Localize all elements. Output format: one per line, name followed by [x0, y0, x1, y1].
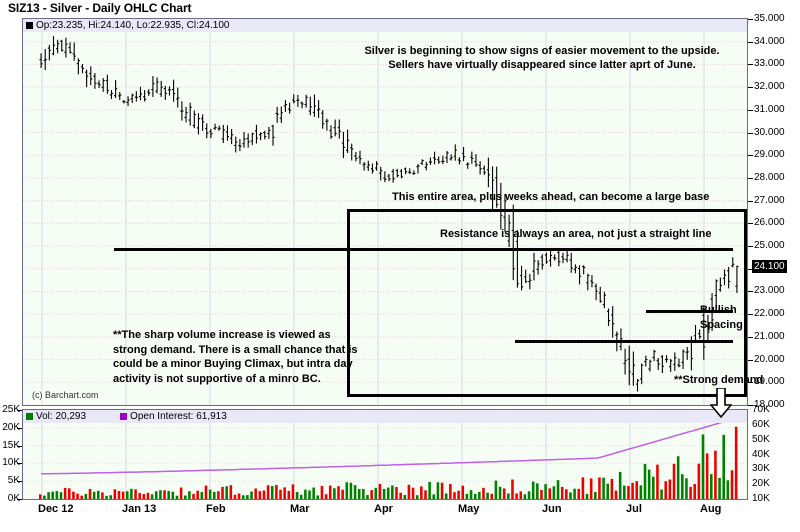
open-interest-axis-tick-label: 40K [752, 448, 770, 460]
price-axis-tick-label: 20.000 [754, 353, 785, 365]
price-axis-tick-label: 18.000 [754, 399, 785, 410]
date-axis-tick-label: Aug [700, 503, 722, 515]
price-axis-tick-label: 32.000 [754, 81, 785, 93]
open-interest-axis-tick-label: 50K [752, 433, 770, 445]
ohlc-quote-text: Op:23.235, Hi:24.140, Lo:22.935, Cl:24.1… [36, 20, 230, 31]
price-axis-tick [748, 359, 753, 361]
date-axis-tick-label: Jun [542, 503, 562, 515]
price-axis-tick-label: 21.000 [754, 330, 785, 342]
price-axis-tick-label: 28.000 [754, 171, 785, 183]
price-axis-tick-label: 25.000 [754, 240, 785, 252]
price-axis-tick-label: 29.000 [754, 149, 785, 161]
date-axis-tick-label: May [458, 503, 480, 515]
price-axis-tick [748, 132, 753, 134]
barchart-watermark: (c) Barchart.com [30, 390, 101, 400]
open-interest-axis-tick-label: 20K [752, 478, 770, 490]
current-price-marker: 24.100 [752, 260, 787, 274]
volume-axis-tick [17, 481, 22, 483]
price-axis-tick-label: 22.000 [754, 308, 785, 320]
price-axis-tick [748, 223, 753, 225]
annotation-bullish-spacing: Bullish Spacing [700, 304, 743, 331]
price-axis-tick [748, 268, 753, 270]
page-title: SIZ13 - Silver - Daily OHLC Chart [8, 1, 192, 15]
volume-plot-svg [23, 410, 747, 499]
volume-legend: Vol: 20,293 Open Interest: 61,913 [23, 410, 747, 423]
volume-axis-tick-label: 10K [2, 457, 20, 469]
volume-axis-tick [17, 499, 22, 500]
volume-axis-tick [17, 427, 22, 429]
analysis-rectangle [347, 209, 747, 397]
price-axis-tick [748, 382, 753, 384]
date-axis-tick-label: Apr [374, 503, 393, 515]
date-axis-tick-label: Mar [290, 503, 310, 515]
price-axis-tick [748, 177, 753, 179]
volume-axis-tick [17, 410, 22, 411]
volume-chart-pane[interactable] [22, 409, 748, 500]
price-axis-tick-label: 34.000 [754, 35, 785, 47]
date-axis-tick-label: Jul [626, 503, 642, 515]
price-axis-tick-label: 27.000 [754, 194, 785, 206]
price-axis-tick [748, 155, 753, 157]
open-interest-axis-tick-label: 30K [752, 463, 770, 475]
open-interest-axis-tick-label: 60K [752, 418, 770, 430]
volume-axis-tick-label: 15K [2, 439, 20, 451]
open-interest-axis-tick-label: 70K [752, 404, 770, 415]
resistance-line [113, 248, 733, 252]
open-interest-axis-tick-label: 10K [752, 493, 770, 504]
open-interest-color-swatch [120, 413, 128, 420]
annotation-large-base: This entire area, plus weeks ahead, can … [392, 191, 710, 203]
price-axis-tick-label: 30.000 [754, 126, 785, 138]
volume-axis-tick [17, 463, 22, 465]
price-axis-tick-label: 19.000 [754, 376, 785, 388]
volume-value-label: Vol: 20,293 [36, 411, 87, 422]
price-axis-tick [748, 19, 753, 20]
annotation-volume-note: **The sharp volume increase is viewed as… [113, 329, 358, 385]
date-axis-tick-label: Jan 13 [122, 503, 157, 515]
ohlc-quote-legend: Op:23.235, Hi:24.140, Lo:22.935, Cl:24.1… [23, 19, 747, 32]
price-axis-tick [748, 64, 753, 66]
price-axis-tick [748, 314, 753, 316]
strong-demand-arrow-icon [710, 388, 732, 418]
volume-axis-tick-label: 20K [2, 421, 20, 433]
price-axis-tick-label: 33.000 [754, 58, 785, 70]
volume-axis-tick-label: 5K [7, 475, 20, 487]
price-axis-tick-label: 31.000 [754, 103, 785, 115]
date-axis-tick-label: Feb [206, 503, 226, 515]
annotation-strong-demand: **Strong demand [674, 374, 764, 386]
price-axis-tick [748, 405, 753, 406]
annotation-headline: Silver is beginning to show signs of eas… [364, 45, 720, 71]
volume-axis-tick-label: 25K [2, 404, 20, 415]
price-axis-tick-label: 23.000 [754, 285, 785, 297]
price-axis-tick [748, 200, 753, 202]
volume-color-swatch [26, 413, 33, 420]
date-axis-tick-label: Dec 12 [38, 503, 74, 515]
price-axis-tick-label: 26.000 [754, 217, 785, 229]
price-axis-tick [748, 336, 753, 338]
volume-axis-tick-label: 0K [7, 493, 20, 504]
annotation-resistance: Resistance is always an area, not just a… [440, 228, 712, 240]
bullish-spacing-lower-line [515, 340, 733, 344]
price-axis-tick [748, 291, 753, 293]
price-axis-tick [748, 246, 753, 248]
open-interest-value-label: Open Interest: 61,913 [130, 411, 227, 422]
price-axis-tick [748, 87, 753, 89]
ohlc-color-swatch [26, 22, 33, 29]
bullish-spacing-upper-line [645, 309, 733, 313]
price-axis-tick-label: 35.000 [754, 13, 785, 24]
price-axis-tick [748, 41, 753, 43]
price-axis-tick [748, 109, 753, 111]
volume-axis-tick [17, 445, 22, 447]
